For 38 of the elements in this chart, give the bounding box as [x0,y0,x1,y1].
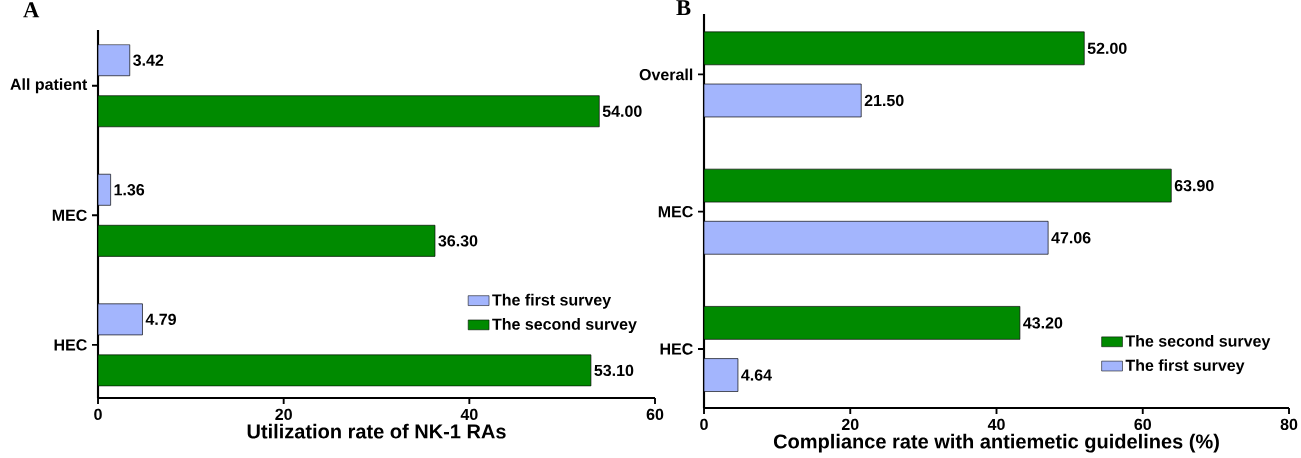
data-label: 54.00 [602,105,642,117]
data-label: 53.10 [594,364,634,377]
legend-label: The second survey [1125,335,1271,350]
y-tick-label: Overall [639,68,693,81]
x-tick-label: 60 [1134,418,1151,431]
data-label: 52.00 [1087,42,1127,54]
x-axis-title: Compliance rate with antiemetic guidelines (%) [773,433,1219,453]
chart-title: A [23,2,40,18]
data-label: 3.42 [133,54,164,66]
legend-label: The first survey [1125,359,1245,375]
y-tick-label: MEC [52,209,87,221]
y-tick-label: HEC [54,339,87,351]
bar [98,224,436,257]
legend-label: The second survey [492,318,637,334]
y-tick-label: MEC [658,206,693,218]
x-tick-label: 40 [987,418,1005,431]
x-axis-title: Utilization rate of NK-1 RAs [247,423,506,439]
data-label: 43.20 [1023,317,1063,329]
data-label: 1.36 [114,184,145,196]
data-label: 36.30 [438,235,478,247]
data-label: 47.06 [1051,232,1091,244]
x-tick-label: 0 [94,408,102,421]
x-tick-label: 20 [275,408,292,421]
data-label: 63.90 [1174,179,1214,192]
x-tick-label: 60 [646,408,664,421]
data-label: 4.64 [741,369,772,381]
data-label: 4.79 [145,313,176,325]
x-tick-label: 0 [700,418,708,431]
y-tick-label: HEC [660,343,693,355]
x-tick-label: 20 [841,418,859,431]
legend-label: The first survey [492,293,612,309]
y-tick-label: All patient [10,78,88,94]
bar [98,95,600,128]
bar [98,354,592,387]
data-label: 21.50 [864,94,904,107]
x-tick-label: 80 [1280,418,1298,431]
chart-title: B [676,0,691,16]
x-tick-label: 40 [460,408,478,421]
